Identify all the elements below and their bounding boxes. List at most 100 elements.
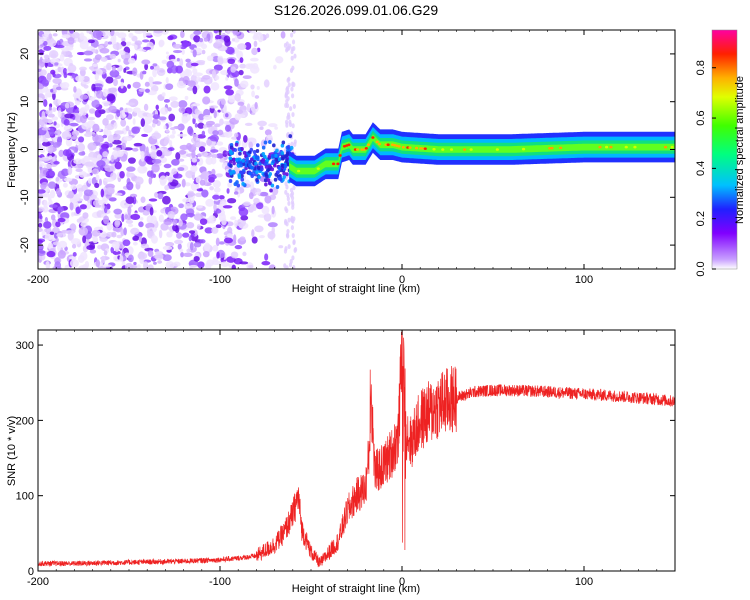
spectrogram-streak	[283, 42, 288, 48]
spectrogram-noise-blob	[119, 255, 124, 263]
spectrogram-marks	[38, 30, 675, 269]
spectrogram-noise-blob	[155, 104, 159, 110]
spectrogram-cloud-blob	[257, 175, 261, 180]
spectrogram-noise-blob	[52, 142, 61, 148]
spectrogram-noise-blob	[55, 177, 60, 182]
spectrogram-noise-blob	[166, 60, 175, 69]
spectrogram-noise-blob	[52, 107, 57, 112]
spectrogram-noise-blob	[93, 83, 103, 87]
spectrogram-ridge-peak	[559, 146, 563, 150]
spectrogram-noise-blob	[55, 86, 62, 91]
spectrogram-noise-blob	[226, 30, 231, 35]
spectrogram-cloud-blob	[272, 163, 277, 168]
spectrogram-noise-blob	[38, 162, 45, 167]
spectrogram-noise-blob	[213, 203, 217, 211]
spectrogram-noise-blob	[198, 146, 206, 153]
snr-panel: -200 -100 0 100 0 100 200 300 Height of straigh…	[6, 329, 676, 595]
spectrogram-noise-blob	[102, 117, 109, 126]
spectrogram-ytick-label: 10	[19, 96, 31, 108]
spectrogram-streak	[283, 248, 288, 254]
spectrogram-noise-blob	[82, 212, 89, 219]
spectrogram-noise-blob	[256, 202, 264, 210]
spectrogram-noise-blob	[222, 205, 233, 209]
spectrogram-noise-blob	[105, 187, 115, 195]
spectrogram-noise-blob	[138, 235, 142, 243]
spectrogram-streak	[293, 247, 297, 253]
spectrogram-noise-blob	[176, 232, 183, 239]
spectrogram-xlabel: Height of straight line (km)	[292, 283, 420, 295]
spectrogram-ridge-peak	[550, 146, 554, 150]
spectrogram-noise-blob	[172, 261, 181, 267]
spectrogram-noise-blob	[150, 169, 154, 179]
spectrogram-noise-blob	[223, 237, 233, 244]
snr-ytick-label: 300	[16, 340, 34, 352]
spectrogram-noise-blob	[162, 195, 171, 205]
spectrogram-noise-blob	[185, 58, 191, 63]
spectrogram-noise-blob	[107, 41, 112, 45]
spectrogram-noise-blob	[120, 41, 127, 47]
spectrogram-noise-blob	[230, 216, 237, 221]
spectrogram-cloud-blob	[284, 158, 289, 163]
spectrogram-noise-blob	[257, 33, 264, 43]
spectrogram-cloud-blob	[276, 170, 280, 175]
spectrogram-noise-blob	[209, 134, 219, 142]
spectrogram-ridge-peak	[469, 148, 473, 151]
spectrogram-noise-blob	[212, 180, 221, 188]
spectrogram-noise-blob	[84, 239, 91, 248]
spectrogram-noise-blob	[111, 241, 120, 249]
spectrogram-noise-blob	[76, 51, 86, 56]
spectrogram-noise-blob	[95, 259, 100, 268]
spectrogram-noise-blob	[54, 68, 59, 75]
spectrogram-streak	[288, 122, 293, 128]
spectrogram-noise-blob	[87, 142, 97, 151]
spectrogram-noise-blob	[263, 79, 270, 88]
spectrogram-cloud-blob	[281, 156, 285, 161]
spectrogram-noise-blob	[256, 85, 260, 90]
spectrogram-streak	[291, 93, 295, 99]
spectrogram-noise-blob	[210, 82, 220, 91]
spectrogram-noise-blob	[38, 135, 44, 143]
spectrogram-noise-blob	[78, 136, 85, 143]
spectrogram-noise-blob	[177, 167, 185, 172]
spectrogram-noise-blob	[152, 68, 157, 78]
spectrogram-streak	[291, 204, 295, 210]
spectrogram-noise-blob	[64, 113, 74, 119]
spectrogram-noise-blob	[103, 102, 110, 107]
snr-ytick-label: 100	[16, 491, 34, 503]
spectrogram-noise-blob	[163, 163, 172, 169]
spectrogram-noise-blob	[220, 261, 230, 267]
spectrogram-noise-blob	[41, 118, 49, 123]
spectrogram-cloud-blob	[232, 161, 236, 166]
spectrogram-noise-blob	[64, 102, 70, 109]
spectrogram-noise-blob	[172, 224, 178, 232]
spectrogram-streak	[285, 98, 289, 104]
spectrogram-ridge-peak	[355, 148, 360, 151]
snr-xtick-label: 100	[575, 576, 593, 588]
spectrogram-noise-blob	[96, 154, 102, 161]
spectrogram-noise-blob	[60, 212, 70, 220]
spectrogram-noise-blob	[134, 176, 144, 185]
spectrogram-noise-blob	[92, 63, 98, 68]
spectrogram-noise-blob	[203, 242, 211, 252]
snr-xtick-label: -100	[209, 576, 231, 588]
spectrogram-noise-blob	[225, 76, 229, 81]
spectrogram-cloud-blob	[234, 142, 239, 147]
spectrogram-noise-blob	[42, 193, 48, 198]
spectrogram-noise-blob	[95, 69, 103, 76]
spectrogram-noise-blob	[190, 182, 200, 192]
spectrogram-noise-blob	[52, 156, 56, 162]
spectrogram-noise-blob	[71, 72, 76, 79]
spectrogram-cloud-blob	[229, 171, 233, 176]
spectrogram-cloud-blob	[255, 170, 259, 175]
spectrogram-noise-blob	[236, 109, 244, 114]
spectrogram-noise-blob	[223, 85, 233, 90]
spectrogram-noise-blob	[239, 63, 247, 69]
spectrogram-noise-blob	[175, 152, 181, 161]
spectrogram-noise-blob	[81, 264, 89, 269]
spectrogram-cloud-blob	[239, 163, 243, 168]
spectrogram-noise-blob	[264, 195, 272, 204]
spectrogram-noise-blob	[182, 232, 190, 238]
spectrogram-ylabel: Frequency (Hz)	[6, 112, 18, 188]
spectrogram-noise-blob	[249, 181, 255, 190]
